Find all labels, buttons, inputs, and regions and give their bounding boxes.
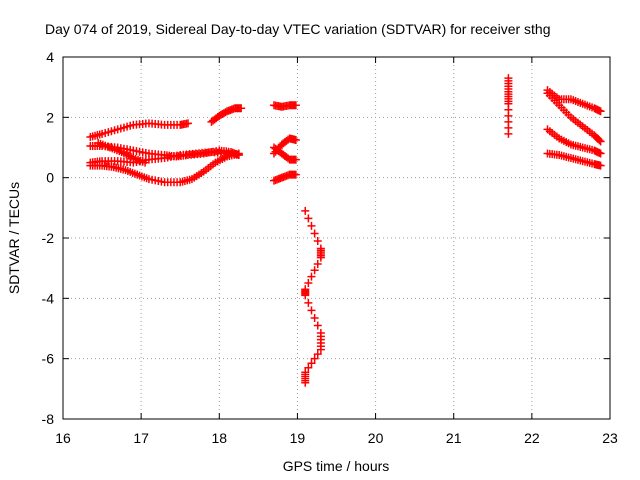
data-point-track-g [291, 101, 300, 110]
data-point-track-a [184, 119, 193, 128]
data-point-track-l [596, 107, 605, 116]
plot-frame [62, 56, 611, 420]
data-point-fill-isolated-drops [307, 272, 316, 281]
y-axis-label: SDTVAR / TECUs [6, 182, 22, 294]
data-point-fill-isolated-drops [310, 354, 319, 363]
data-point-track-o [596, 161, 605, 170]
data-points [86, 74, 605, 387]
y-tick-label: -2 [42, 230, 55, 246]
data-point-fill-isolated-drops [304, 298, 313, 307]
y-tick-label: 0 [46, 170, 54, 186]
data-point-fill-isolated-drops [313, 237, 322, 246]
data-point-isolated-drops [301, 378, 310, 387]
data-point-fill-isolated-drops [313, 321, 322, 330]
x-tick-label: 19 [290, 430, 306, 446]
data-point-isolated-drops [301, 206, 310, 215]
tick-labels: 16 17 18 19 20 21 22 23 -8 -6 -4 -2 0 2 4 [42, 49, 618, 446]
x-tick-label: 20 [368, 430, 384, 446]
chart-title: Day 074 of 2019, Sidereal Day-to-day VTE… [45, 21, 551, 37]
y-tick-label: 2 [46, 109, 54, 125]
data-point-fill-isolated-drops [310, 313, 319, 322]
data-point-fill-isolated-drops [307, 221, 316, 230]
data-point-fill-isolated-drops [313, 259, 322, 268]
data-point-fill-isolated-drops [304, 278, 313, 287]
data-point-track-e [141, 158, 150, 167]
data-point-track-m [596, 137, 605, 146]
data-point-track-d [234, 149, 243, 158]
data-point-isolated-drops [316, 253, 325, 262]
data-point-fill-isolated-drops [307, 359, 316, 368]
data-point-fill-track-m [595, 136, 604, 145]
y-tick-label: -8 [42, 411, 55, 427]
data-point-track-n [596, 149, 605, 158]
data-point-track-f [237, 104, 246, 113]
data-point-fill-isolated-drops [307, 306, 316, 315]
data-point-track-h [291, 170, 300, 179]
x-tick-label: 18 [211, 430, 227, 446]
x-tick-label: 22 [524, 430, 540, 446]
data-point-fill-isolated-drops [304, 363, 313, 372]
data-point-track-j [291, 155, 300, 164]
x-tick-label: 23 [602, 430, 618, 446]
x-axis-label: GPS time / hours [283, 458, 390, 474]
y-tick-label: -6 [42, 351, 55, 367]
data-point-fill-isolated-drops [310, 229, 319, 238]
y-tick-label: 4 [46, 49, 54, 65]
data-point-fill-isolated-drops [310, 266, 319, 275]
data-point-track-i [291, 135, 300, 144]
y-tick-label: -4 [42, 290, 55, 306]
x-tick-label: 21 [446, 430, 462, 446]
x-tick-label: 16 [55, 430, 71, 446]
data-point-fill-isolated-drops [313, 350, 322, 359]
data-point-isolated-drops [316, 345, 325, 354]
data-point-track-k [504, 129, 513, 138]
data-point-isolated-drops [301, 291, 310, 300]
x-tick-label: 17 [133, 430, 149, 446]
data-point-fill-isolated-drops [304, 214, 313, 223]
